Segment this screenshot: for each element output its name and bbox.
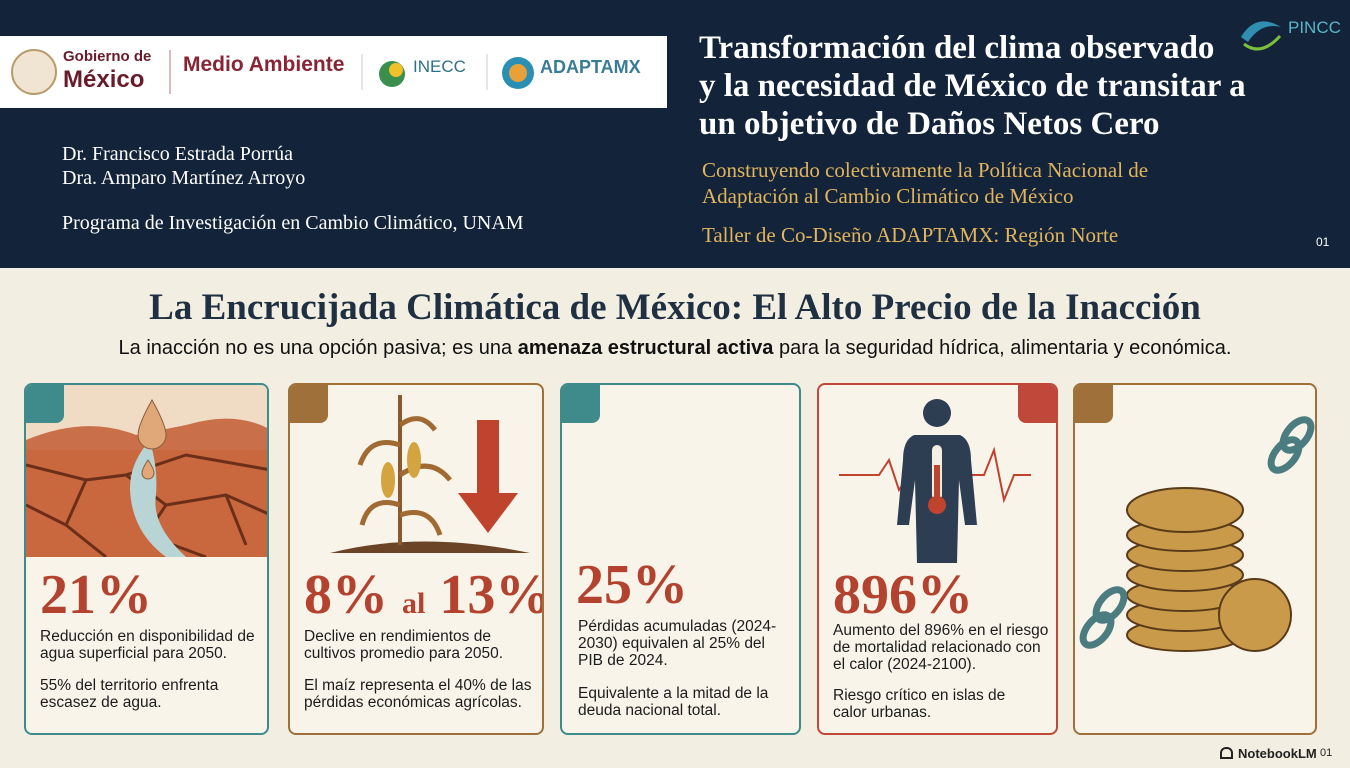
- card: 896% Aumento del 896% en el riesgo de mo…: [817, 383, 1058, 735]
- stat: 8% al 13%: [304, 563, 544, 627]
- card-text: El maíz representa el 40% de las pérdida…: [304, 677, 532, 711]
- card-text: Pérdidas acumuladas (2024-2030) equivale…: [578, 618, 777, 669]
- program: Programa de Investigación en Cambio Clim…: [62, 212, 524, 234]
- logo-text: INECC: [413, 57, 466, 76]
- author: Dr. Francisco Estrada Porrúa: [62, 143, 294, 165]
- logo-bar: Gobierno de México Medio Ambiente INECC …: [0, 36, 667, 108]
- card: 25% Pérdidas acumuladas (2024-2030) equi…: [560, 383, 801, 735]
- header-title: Transformación del clima observado: [699, 30, 1215, 66]
- card-text: Riesgo crítico en islas de calor urbanas…: [833, 687, 1006, 721]
- illustration: [1079, 416, 1315, 652]
- workshop: Taller de Co-Diseño ADAPTAMX: Región Nor…: [702, 223, 1119, 247]
- stat-start: 8%: [304, 564, 388, 626]
- subtitle-text: para la seguridad hídrica, alimentaria y…: [773, 337, 1232, 359]
- page-number: 01: [1316, 235, 1330, 249]
- footer-page: 01: [1320, 747, 1333, 759]
- icon-badge: [562, 385, 600, 423]
- logo-text: ADAPTAMX: [540, 57, 641, 77]
- logo-text: Gobierno de: [63, 48, 152, 65]
- logo-art: [11, 49, 534, 95]
- stat-end: 13%: [439, 564, 544, 626]
- card: 21% Reducción en disponibilidad de agua …: [24, 383, 269, 735]
- header-subtitle: Construyendo colectivamente la Política …: [702, 158, 1149, 182]
- stat: 896%: [833, 564, 973, 626]
- author: Dra. Amparo Martínez Arroyo: [62, 167, 306, 189]
- illustration: [330, 395, 530, 553]
- icon-badge: [1075, 385, 1113, 423]
- icon-badge: [1018, 385, 1056, 423]
- card: [1073, 383, 1317, 735]
- icon-badge: [290, 385, 328, 423]
- main-subtitle: La inacción no es una opción pasiva; es …: [0, 337, 1350, 360]
- main-title: La Encrucijada Climática de México: El A…: [149, 287, 1201, 328]
- header-title: un objetivo de Daños Netos Cero: [699, 106, 1160, 142]
- stat: 21%: [40, 564, 152, 626]
- header-subtitle: Adaptación al Cambio Climático de México: [702, 184, 1074, 208]
- card-text: Declive en rendimientos de cultivos prom…: [304, 628, 504, 662]
- card-text: Aumento del 896% en el riesgo de mortali…: [833, 622, 1049, 673]
- stat: 25%: [576, 554, 688, 616]
- icon-badge: [26, 385, 64, 423]
- card: 8% al 13% Declive en rendimientos de cul…: [288, 383, 544, 735]
- stat-connector: al: [402, 587, 426, 620]
- illustration: [26, 385, 267, 557]
- card-text: Equivalente a la mitad de la deuda nacio…: [578, 685, 769, 719]
- illustration: [839, 399, 1031, 563]
- card-text: 55% del territorio enfrenta escasez de a…: [40, 677, 219, 711]
- subtitle-text: La inacción no es una opción pasiva; es …: [118, 337, 518, 359]
- footer-brand: NotebookLM: [1238, 746, 1317, 761]
- logo-text: PINCC: [1288, 18, 1341, 37]
- footer-icon: [1220, 747, 1233, 759]
- pincc-logo: [1241, 21, 1282, 51]
- logo-text: Medio Ambiente: [183, 53, 345, 76]
- header-title: y la necesidad de México de transitar a: [699, 68, 1246, 104]
- subtitle-emphasis: amenaza estructural activa: [517, 337, 774, 359]
- logo-text: México: [63, 66, 145, 93]
- card-text: Reducción en disponibilidad de agua supe…: [40, 628, 255, 662]
